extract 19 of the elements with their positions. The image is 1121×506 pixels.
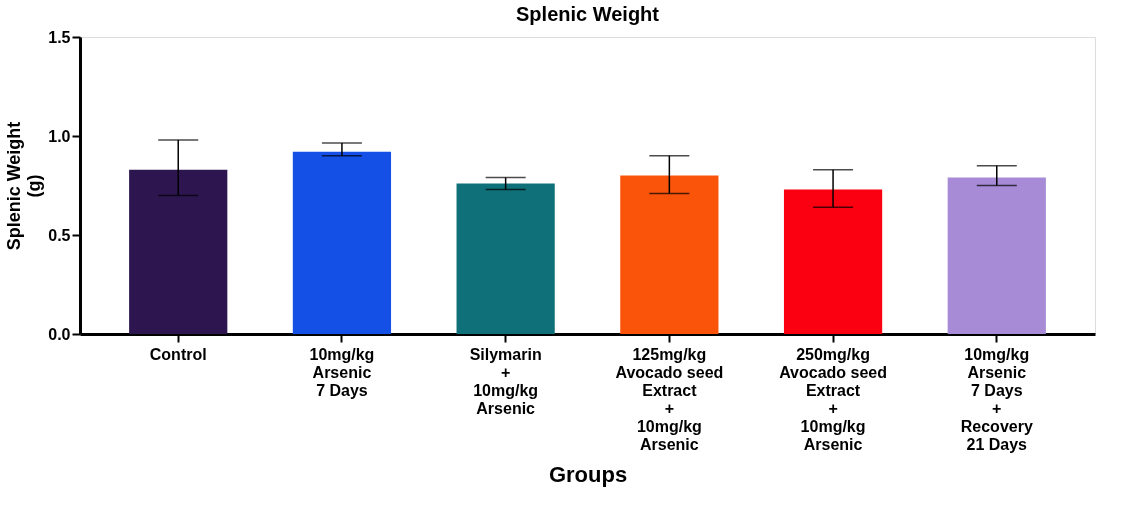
y-tick-label: 1.0 [48,127,71,145]
x-tick-label: 10mg/kg Arsenic 7 Days [309,345,375,399]
bar [292,151,392,334]
y-tick-label: 1.5 [48,28,71,46]
y-axis-title: Splenic Weight (g) [4,121,45,251]
chart-title: Splenic Weight [516,3,660,25]
bar [129,169,228,334]
y-tick-label: 0.5 [48,226,71,244]
x-tick-label: 125mg/kg Avocado seed Extract + 10mg/kg Arsenic [615,345,724,453]
x-tick-label: 250mg/kg Avocado seed Extract + 10mg/kg Arsenic [779,345,888,453]
x-tick-label: Silymarin + 10mg/kg Arsenic [469,345,542,417]
bar [456,183,555,334]
bar [783,189,883,334]
x-axis-title: Groups [548,461,628,487]
y-tick-label: 0.0 [48,325,71,343]
x-tick-label: 10mg/kg Arsenic 7 Days + Recovery 21 Days [960,345,1033,453]
bar [620,175,719,334]
x-tick-label: Control [149,345,207,363]
bar [947,177,1046,334]
